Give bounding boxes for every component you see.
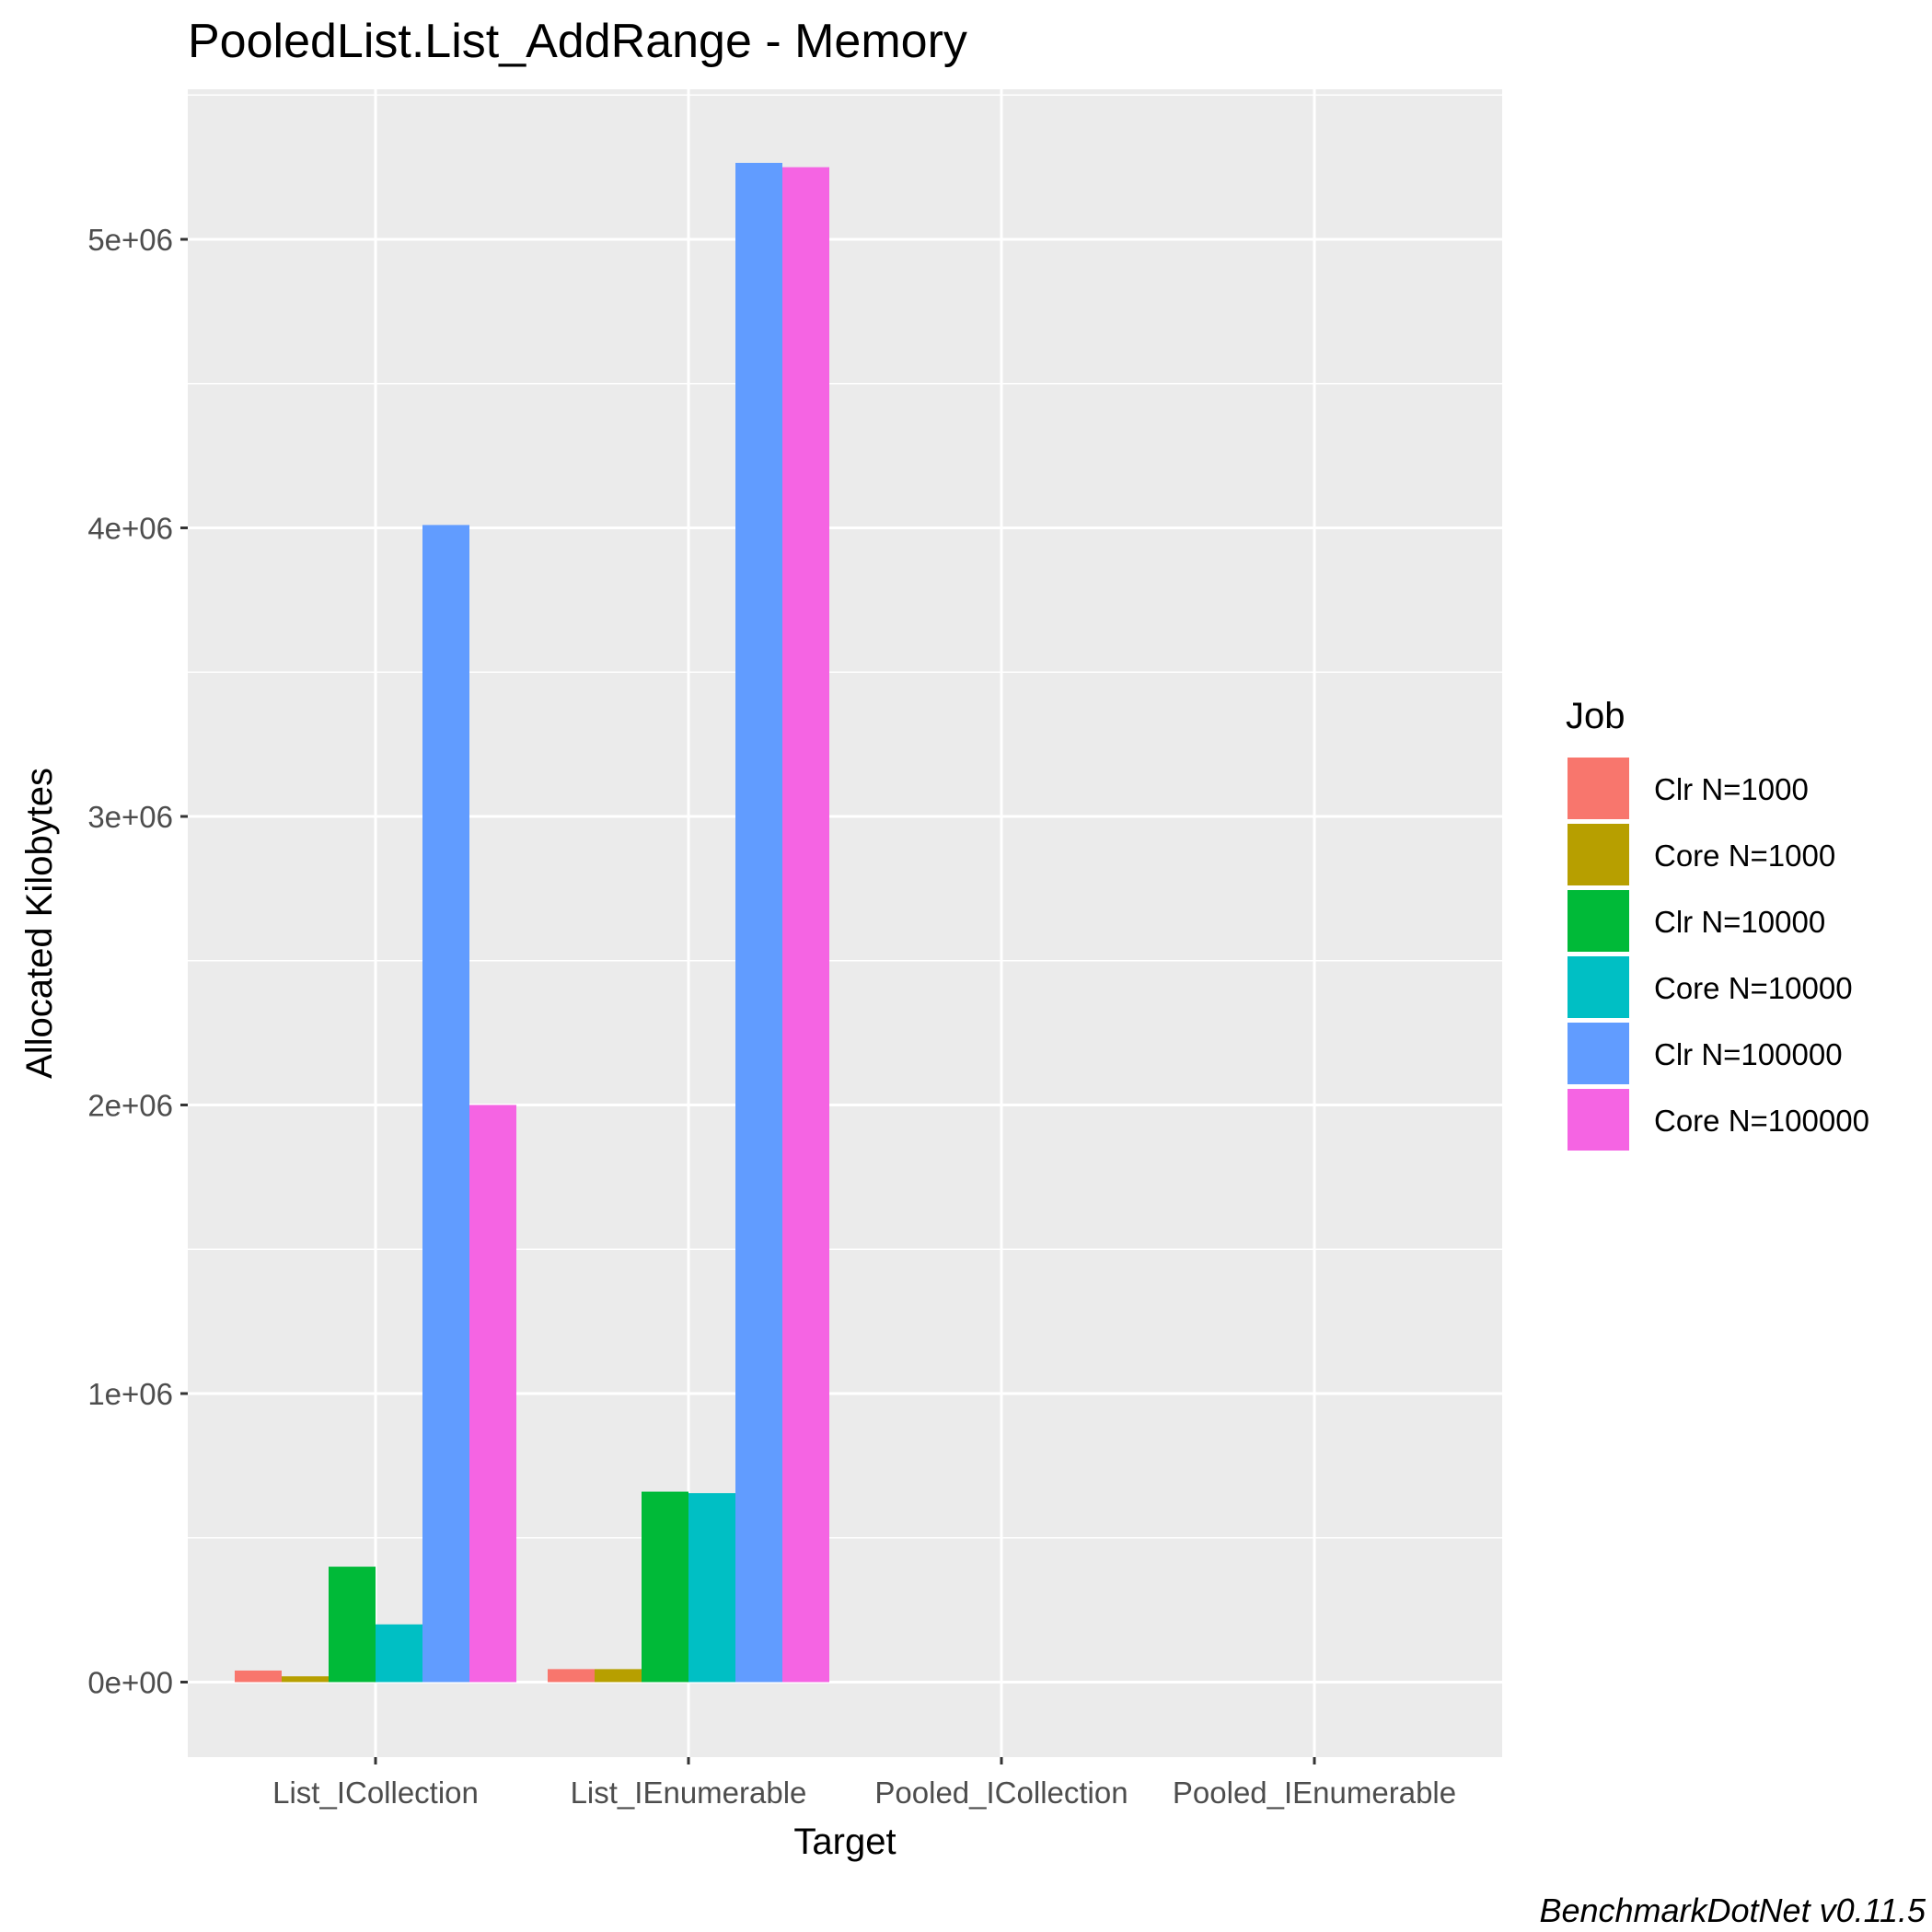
minor-gridlines	[188, 94, 1502, 1539]
plot-panel	[188, 89, 1502, 1757]
bar	[735, 162, 782, 1683]
legend-label: Core N=100000	[1654, 1104, 1869, 1138]
bar	[329, 1567, 376, 1683]
legend-key	[1568, 758, 1629, 819]
legend-key	[1568, 890, 1629, 952]
x-tick-label: Pooled_IEnumerable	[1173, 1776, 1456, 1810]
major-gridlines	[188, 89, 1502, 1757]
y-tick-label: 1e+06	[87, 1377, 173, 1411]
legend-label: Core N=1000	[1654, 839, 1835, 873]
legend: Job Clr N=1000 Core N=1000 Clr N=10000 Core…	[1566, 696, 1869, 1151]
bar	[235, 1670, 282, 1683]
legend-label: Clr N=100000	[1654, 1037, 1843, 1071]
bar	[782, 167, 829, 1683]
bar	[688, 1493, 735, 1683]
y-tick-label: 4e+06	[87, 512, 173, 546]
x-tick-label: Pooled_ICollection	[874, 1776, 1128, 1810]
bar	[282, 1676, 329, 1683]
y-tick-label: 5e+06	[87, 223, 173, 257]
legend-label: Clr N=1000	[1654, 772, 1809, 806]
legend-key	[1568, 956, 1629, 1018]
y-tick-label: 3e+06	[87, 800, 173, 834]
legend-label: Clr N=10000	[1654, 905, 1825, 939]
bar	[376, 1624, 422, 1683]
y-tick-label: 2e+06	[87, 1089, 173, 1123]
x-tick-label: List_IEnumerable	[571, 1776, 807, 1810]
bar	[548, 1669, 595, 1683]
legend-label: Core N=10000	[1654, 971, 1853, 1005]
caption: BenchmarkDotNet v0.11.5	[1539, 1892, 1926, 1929]
y-axis-title: Allocated Kilobytes	[19, 768, 60, 1079]
bars	[235, 162, 829, 1683]
legend-key	[1568, 1089, 1629, 1151]
bar	[469, 1105, 516, 1683]
legend-title: Job	[1566, 696, 1625, 736]
x-tick-label: List_ICollection	[272, 1776, 479, 1810]
y-axis: 0e+00 1e+06 2e+06 3e+06 4e+06 5e+06	[87, 223, 188, 1699]
chart-title: PooledList.List_AddRange - Memory	[188, 15, 967, 68]
bar	[422, 525, 469, 1683]
x-axis-title: Target	[793, 1822, 896, 1862]
legend-key	[1568, 824, 1629, 885]
y-tick-label: 0e+00	[87, 1665, 173, 1699]
x-axis: List_ICollection List_IEnumerable Pooled_I…	[272, 1757, 1456, 1810]
legend-key	[1568, 1023, 1629, 1084]
bar	[595, 1669, 642, 1683]
bar	[642, 1491, 688, 1683]
